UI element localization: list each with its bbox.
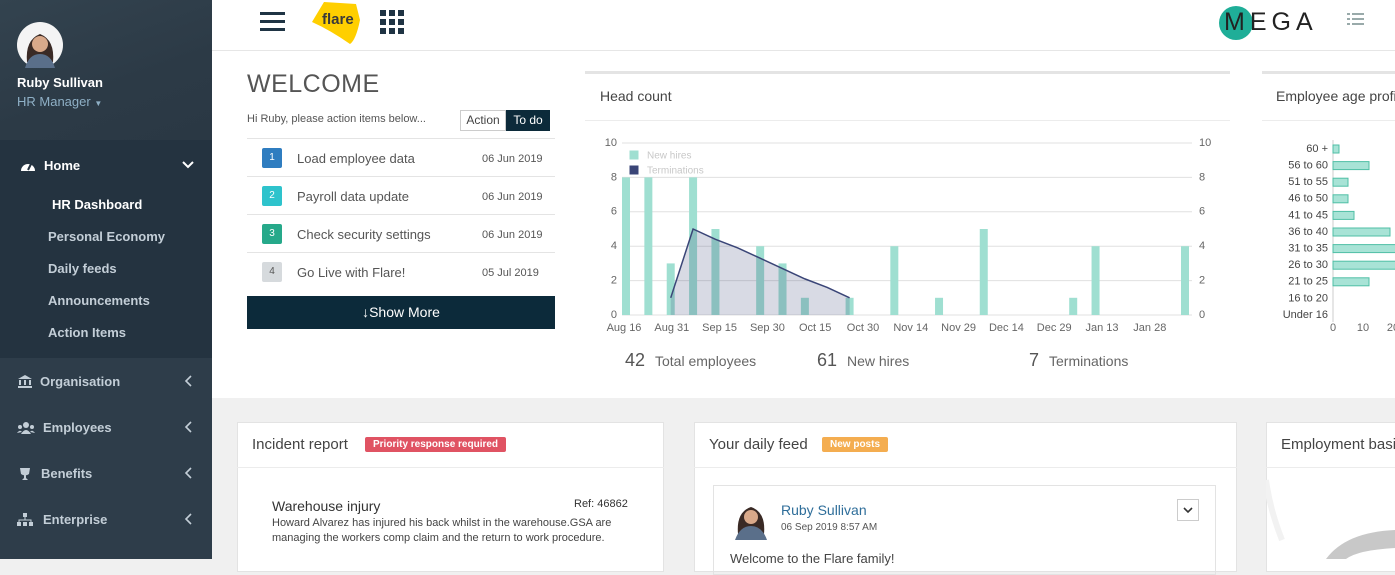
- home-icon: [21, 163, 35, 171]
- enterprise-icon: [17, 513, 33, 526]
- card-header: [1262, 74, 1395, 121]
- chevron-down: [182, 161, 194, 169]
- nav-enterprise[interactable]: Enterprise: [43, 512, 108, 527]
- nav-action-items[interactable]: Action Items: [48, 325, 127, 340]
- topbar: [212, 0, 1395, 51]
- task-label[interactable]: Payroll data update: [297, 189, 410, 204]
- user-role[interactable]: HR Manager ▼: [17, 94, 102, 109]
- home-section: [0, 140, 212, 358]
- chart-title: Employee age profile: [1276, 88, 1395, 104]
- divider: [694, 467, 1237, 468]
- show-more-text[interactable]: Show More: [369, 304, 440, 320]
- user-role-text[interactable]: HR Manager: [17, 94, 91, 109]
- task-date: 06 Jun 2019: [482, 191, 543, 203]
- profile-area: [0, 0, 212, 140]
- card-title: Employment basis: [1281, 436, 1395, 453]
- nav-benefits[interactable]: Benefits: [41, 466, 93, 481]
- show-more-button[interactable]: ↓Show More: [247, 296, 555, 329]
- incident-ref: Ref: 46862: [574, 498, 628, 510]
- badge: Priority response required: [365, 437, 507, 452]
- brand: MEGA: [1224, 8, 1318, 36]
- card-header: [585, 74, 1230, 121]
- stat-value: 7: [1029, 350, 1040, 370]
- org-icon: [18, 375, 32, 388]
- welcome-subtitle: Hi Ruby, please action items below...: [247, 113, 426, 125]
- benefits-icon: [20, 468, 30, 480]
- task-number: 1: [262, 148, 282, 168]
- chevrons: [184, 375, 192, 525]
- flare-logo-shape: [312, 2, 360, 44]
- flare-logo[interactable]: flare: [322, 11, 354, 28]
- post-avatar: [730, 498, 772, 540]
- task-number: 3: [262, 224, 282, 244]
- sidebar: Ruby Sullivan HR Manager ▼ Home HR Dashb…: [0, 0, 212, 559]
- post-time: 06 Sep 2019 8:57 AM: [781, 522, 878, 533]
- card-top-border: [585, 71, 1230, 74]
- nav-organisation[interactable]: Organisation: [40, 374, 121, 389]
- caret: ▼: [94, 99, 103, 108]
- nav-announcements[interactable]: Announcements: [48, 293, 150, 308]
- brand-circle: [1219, 6, 1253, 40]
- incident-title[interactable]: Warehouse injury: [272, 498, 381, 514]
- task-label[interactable]: Load employee data: [297, 151, 415, 166]
- task-label[interactable]: Go Live with Flare!: [297, 265, 406, 280]
- divider: [247, 214, 555, 215]
- welcome-title: WELCOME: [247, 70, 380, 98]
- avatar: [17, 22, 63, 68]
- nav-daily-feeds[interactable]: Daily feeds: [48, 261, 117, 276]
- nav-employees[interactable]: Employees: [43, 420, 112, 435]
- task-date: 06 Jun 2019: [482, 153, 543, 165]
- stat-label: Total employees: [655, 353, 757, 369]
- task-number: 2: [262, 186, 282, 206]
- divider: [247, 252, 555, 253]
- menu-button[interactable]: [260, 10, 286, 34]
- task-date: 06 Jun 2019: [482, 229, 543, 241]
- nav-home[interactable]: Home: [44, 158, 81, 173]
- employees-icon: [17, 422, 35, 434]
- nav-hr-dashboard[interactable]: HR Dashboard: [52, 197, 143, 212]
- list-button[interactable]: [1347, 13, 1365, 27]
- stat-label: Terminations: [1049, 353, 1129, 369]
- card-title: Incident report: [252, 436, 348, 453]
- card-top-border: [1262, 71, 1395, 74]
- incident-text: Howard Alvarez has injured his back whil…: [272, 517, 612, 544]
- apps-button[interactable]: [380, 10, 406, 34]
- nav-personal-economy[interactable]: Personal Economy: [48, 229, 166, 244]
- divider: [1266, 467, 1395, 468]
- task-number: 4: [262, 262, 282, 282]
- user-name: Ruby Sullivan: [17, 75, 103, 90]
- tab-action[interactable]: Action: [460, 110, 506, 131]
- post-author[interactable]: Ruby Sullivan: [781, 502, 867, 518]
- top-panel: [212, 51, 1395, 398]
- chevron-down: [1183, 507, 1193, 514]
- tab-todo[interactable]: To do: [506, 110, 550, 131]
- task-date: 05 Jul 2019: [482, 267, 539, 279]
- arrow-icon: ↓: [362, 304, 370, 320]
- divider: [247, 176, 555, 177]
- stat-value: 42: [625, 350, 646, 370]
- donut-decoration: [1266, 479, 1395, 559]
- task-label[interactable]: Check security settings: [297, 227, 431, 242]
- stat-label: New hires: [847, 353, 910, 369]
- card-title: Your daily feed: [709, 436, 808, 453]
- chart-title: Head count: [600, 88, 672, 104]
- divider: [247, 138, 555, 139]
- divider: [237, 467, 664, 468]
- stat-value: 61: [817, 350, 838, 370]
- badge: New posts: [822, 437, 889, 452]
- post-menu-button[interactable]: [1177, 499, 1199, 521]
